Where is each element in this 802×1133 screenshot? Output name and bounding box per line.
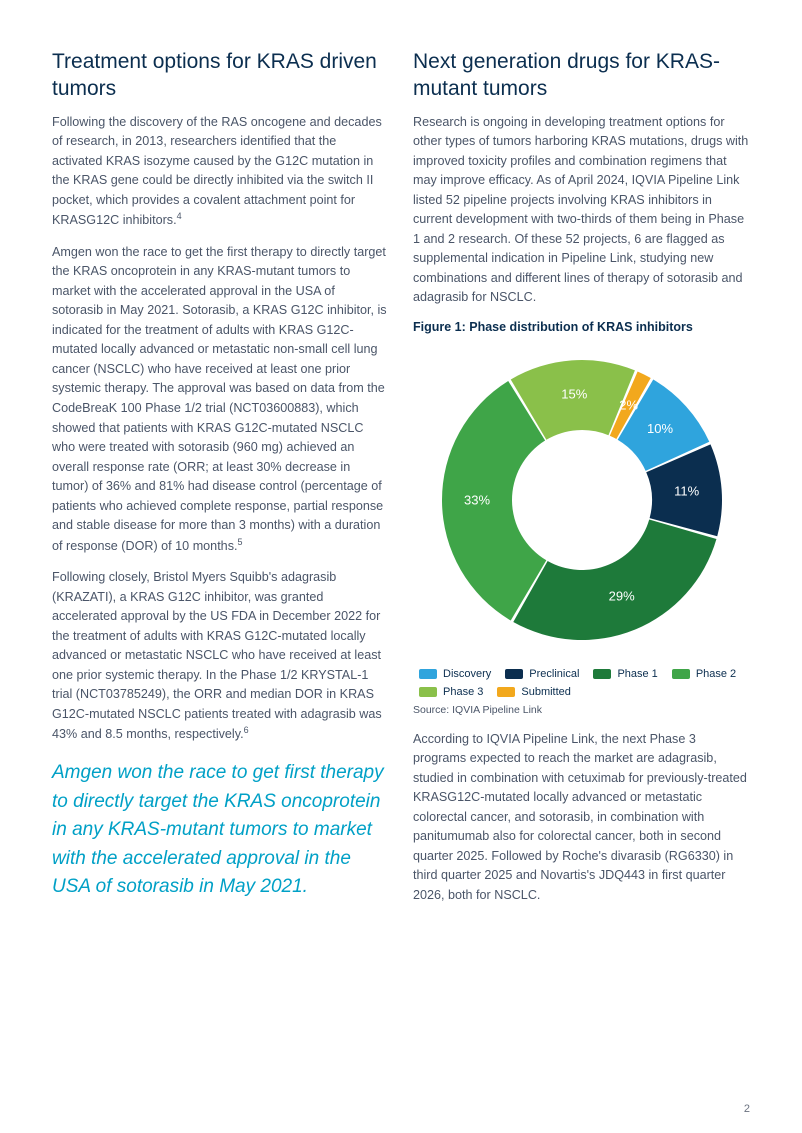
legend-swatch <box>672 669 690 679</box>
figure-title: Figure 1: Phase distribution of KRAS inh… <box>413 320 750 334</box>
footnote-ref-6: 6 <box>244 725 249 735</box>
right-column: Next generation drugs for KRAS-mutant tu… <box>413 48 750 917</box>
legend-swatch <box>419 687 437 697</box>
donut-chart: 10% 11% 29% 33% 15% 2% <box>422 340 742 660</box>
legend-item: Submitted <box>497 686 571 698</box>
left-p2-text: Amgen won the race to get the first ther… <box>52 245 387 553</box>
left-heading: Treatment options for KRAS driven tumors <box>52 48 389 103</box>
donut-slice <box>513 519 716 639</box>
right-paragraph-2: According to IQVIA Pipeline Link, the ne… <box>413 730 750 906</box>
two-column-layout: Treatment options for KRAS driven tumors… <box>52 48 750 917</box>
legend-swatch <box>593 669 611 679</box>
left-paragraph-2: Amgen won the race to get the first ther… <box>52 243 389 556</box>
donut-slice-label: 15% <box>561 386 587 401</box>
legend-item: Preclinical <box>505 668 579 680</box>
left-p1-text: Following the discovery of the RAS oncog… <box>52 115 382 228</box>
footnote-ref-5: 5 <box>238 537 243 547</box>
chart-source: Source: IQVIA Pipeline Link <box>413 704 750 716</box>
legend-label: Phase 1 <box>617 668 657 680</box>
pullquote: Amgen won the race to get first therapy … <box>52 759 389 902</box>
legend-label: Submitted <box>521 686 571 698</box>
legend-label: Discovery <box>443 668 491 680</box>
donut-slice-label: 11% <box>674 483 699 498</box>
legend-item: Phase 1 <box>593 668 657 680</box>
donut-slice <box>441 381 545 620</box>
legend-label: Preclinical <box>529 668 579 680</box>
footnote-ref-4: 4 <box>177 211 182 221</box>
page-number: 2 <box>744 1103 750 1115</box>
donut-slice-label: 2% <box>619 397 638 412</box>
right-heading: Next generation drugs for KRAS-mutant tu… <box>413 48 750 103</box>
legend-item: Phase 3 <box>419 686 483 698</box>
donut-slice-label: 29% <box>608 588 634 603</box>
legend-item: Discovery <box>419 668 491 680</box>
chart-legend: Discovery Preclinical Phase 1 Phase 2 Phase … <box>419 668 744 698</box>
legend-label: Phase 2 <box>696 668 736 680</box>
donut-chart-wrap: 10% 11% 29% 33% 15% 2% <box>413 340 750 660</box>
left-column: Treatment options for KRAS driven tumors… <box>52 48 389 917</box>
left-p3-text: Following closely, Bristol Myers Squibb'… <box>52 570 382 741</box>
donut-slice-label: 33% <box>463 492 489 507</box>
left-paragraph-3: Following closely, Bristol Myers Squibb'… <box>52 568 389 745</box>
legend-item: Phase 2 <box>672 668 736 680</box>
legend-label: Phase 3 <box>443 686 483 698</box>
legend-swatch <box>505 669 523 679</box>
legend-swatch <box>497 687 515 697</box>
left-paragraph-1: Following the discovery of the RAS oncog… <box>52 113 389 231</box>
legend-swatch <box>419 669 437 679</box>
right-paragraph-1: Research is ongoing in developing treatm… <box>413 113 750 308</box>
donut-slice-label: 10% <box>647 421 673 436</box>
